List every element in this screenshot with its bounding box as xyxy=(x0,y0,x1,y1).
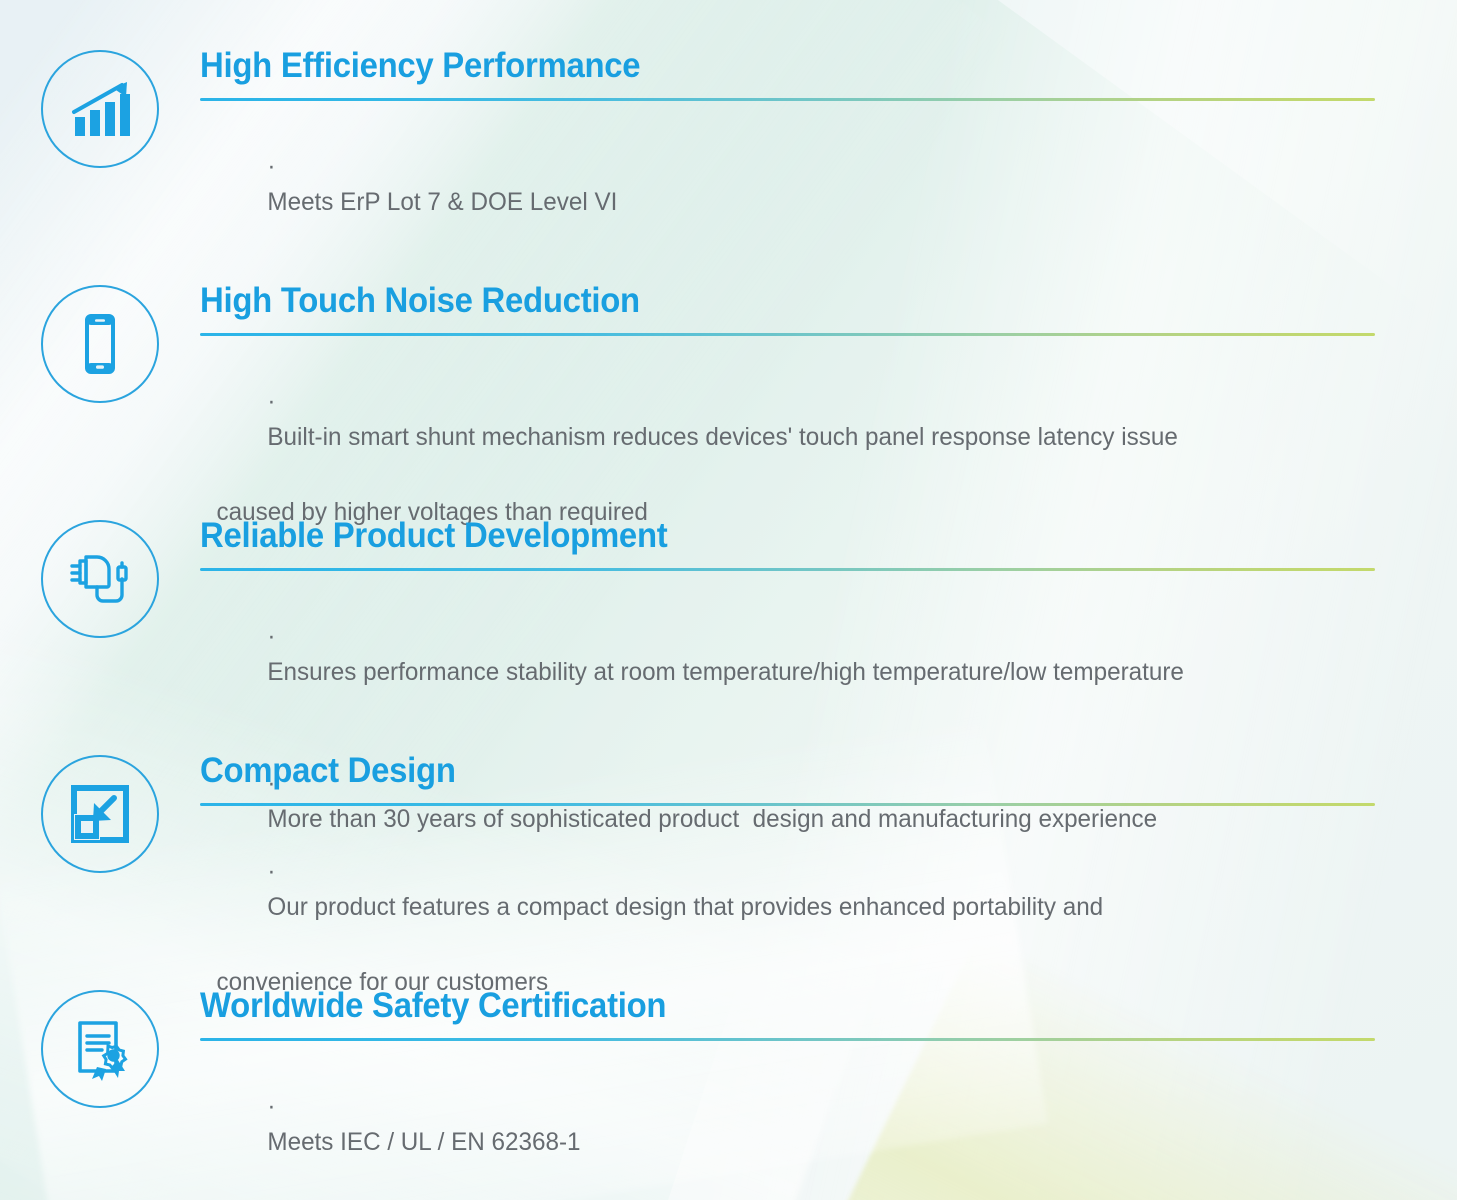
feature-title: Compact Design xyxy=(200,751,456,790)
feature-item-compact-design: Compact Design · Our product features a … xyxy=(0,751,1457,1000)
feature-icon-cell xyxy=(0,753,200,873)
bullet-text: Our product features a compact design th… xyxy=(267,893,1104,922)
feature-bullet-continuation: convenience for our customers xyxy=(216,967,549,996)
feature-icon-cell xyxy=(0,48,200,168)
power-adapter-icon xyxy=(41,520,159,638)
feature-text-cell: Compact Design · Our product features a … xyxy=(200,751,1457,1000)
feature-bullet: · Meets IEC / UL / EN 62368-1 xyxy=(200,1052,1342,1197)
feature-bullet: · Ensures performance stability at room … xyxy=(200,582,1342,727)
feature-text-cell: High Efficiency Performance · Meets ErP … xyxy=(200,46,1457,257)
feature-text-cell: Reliable Product Development · Ensures p… xyxy=(200,516,1457,874)
smartphone-icon xyxy=(41,285,159,403)
bullet-text: More than 30 years of sophisticated prod… xyxy=(267,805,1158,834)
feature-divider xyxy=(200,97,1375,101)
feature-divider xyxy=(200,802,1375,806)
feature-title: High Touch Noise Reduction xyxy=(200,281,640,320)
feature-icon-cell xyxy=(0,283,200,403)
bullet-text: Ensures performance stability at room te… xyxy=(267,658,1184,687)
feature-text-cell: High Touch Noise Reduction · Built-in sm… xyxy=(200,281,1457,530)
feature-divider xyxy=(200,1037,1375,1041)
feature-text-cell: Worldwide Safety Certification · Meets I… xyxy=(200,986,1457,1197)
bullet-text: Meets IEC / UL / EN 62368-1 xyxy=(267,1128,581,1157)
certificate-seal-icon xyxy=(41,990,159,1108)
feature-icon-cell xyxy=(0,988,200,1108)
feature-bullet-continuation: caused by higher voltages than required xyxy=(216,497,648,526)
feature-bullet: · Meets ErP Lot 7 & DOE Level VI xyxy=(200,112,1342,257)
feature-title: High Efficiency Performance xyxy=(200,46,641,85)
feature-title: Reliable Product Development xyxy=(200,516,668,555)
feature-item-reliable-product-development: Reliable Product Development · Ensures p… xyxy=(0,516,1457,874)
feature-divider xyxy=(200,332,1375,336)
feature-divider xyxy=(200,567,1375,571)
feature-bullet: · Our product features a compact design … xyxy=(200,817,1342,962)
feature-item-high-efficiency-performance: High Efficiency Performance · Meets ErP … xyxy=(0,46,1457,257)
bullet-marker: · xyxy=(267,152,276,180)
bullet-marker: · xyxy=(267,622,276,650)
feature-bullet: · Built-in smart shunt mechanism reduces… xyxy=(200,347,1342,492)
feature-item-high-touch-noise-reduction: High Touch Noise Reduction · Built-in sm… xyxy=(0,281,1457,530)
feature-icon-cell xyxy=(0,518,200,638)
bullet-marker: · xyxy=(267,387,276,415)
bullet-marker: · xyxy=(267,1092,276,1120)
feature-title: Worldwide Safety Certification xyxy=(200,986,667,1025)
feature-item-worldwide-safety-certification: Worldwide Safety Certification · Meets I… xyxy=(0,986,1457,1197)
compact-resize-icon xyxy=(41,755,159,873)
bullet-text: Meets ErP Lot 7 & DOE Level VI xyxy=(267,188,618,217)
bullet-text: Built-in smart shunt mechanism reduces d… xyxy=(267,423,1178,452)
bullet-marker: · xyxy=(267,857,276,885)
bar-chart-growth-icon xyxy=(41,50,159,168)
bullet-marker: · xyxy=(267,769,276,797)
feature-bullet: · More than 30 years of sophisticated pr… xyxy=(200,729,1342,874)
